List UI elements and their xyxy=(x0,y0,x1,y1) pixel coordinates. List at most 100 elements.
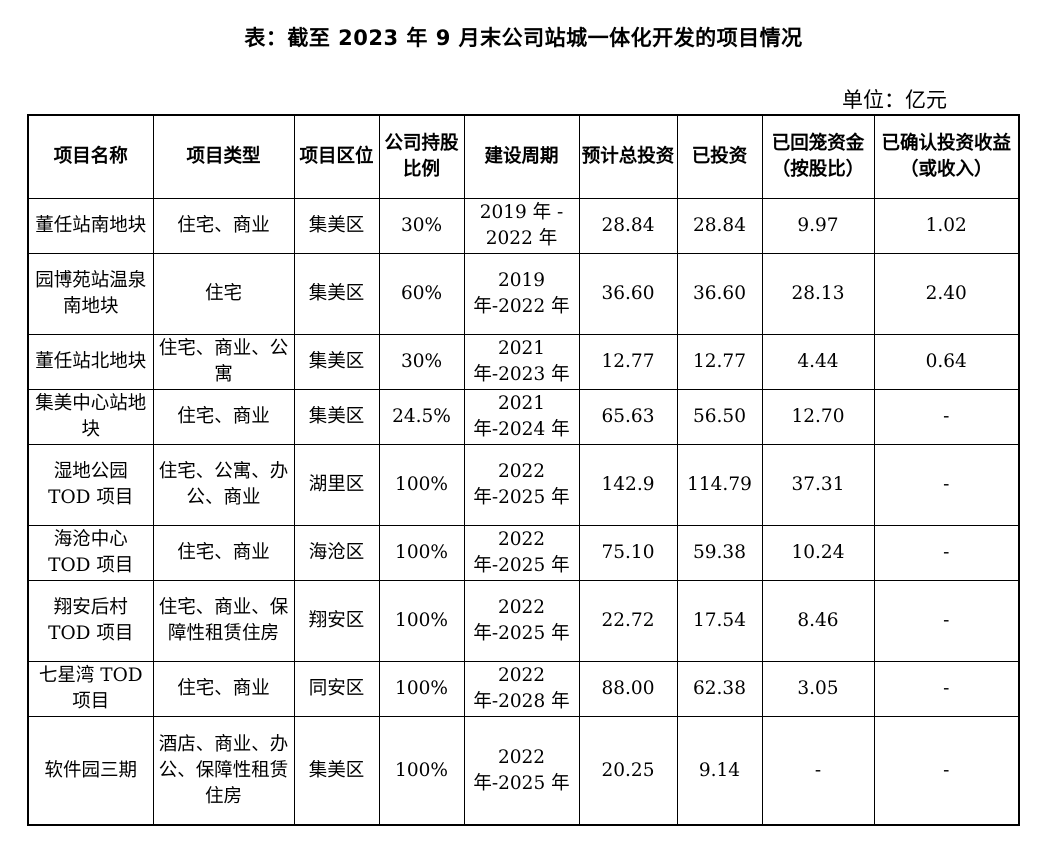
cell-period: 2021 年-2023 年 xyxy=(463,334,580,390)
cell-income: - xyxy=(873,661,1020,717)
table-row: 园博苑站温泉南地块 住宅 集美区 60% 2019 年-2022 年 36.60… xyxy=(27,253,1020,335)
col-header-district: 项目区位 xyxy=(293,114,380,199)
table-row: 翔安后村 TOD 项目 住宅、商业、保障性租赁住房 翔安区 100% 2022 … xyxy=(27,580,1020,662)
cell-invested: 114.79 xyxy=(676,444,763,526)
col-header-type: 项目类型 xyxy=(152,114,295,199)
cell-recovered: 28.13 xyxy=(761,253,875,335)
cell-district: 同安区 xyxy=(293,661,380,717)
cell-type: 住宅、商业 xyxy=(152,198,295,254)
cell-district: 集美区 xyxy=(293,198,380,254)
cell-type: 住宅、商业、公寓 xyxy=(152,334,295,390)
table-row: 软件园三期 酒店、商业、办公、保障性租赁住房 集美区 100% 2022 年-2… xyxy=(27,716,1020,826)
cell-income: 2.40 xyxy=(873,253,1020,335)
cell-name: 董任站南地块 xyxy=(27,198,154,254)
cell-recovered: 37.31 xyxy=(761,444,875,526)
cell-name: 翔安后村 TOD 项目 xyxy=(27,580,154,662)
cell-income: - xyxy=(873,444,1020,526)
cell-income: 1.02 xyxy=(873,198,1020,254)
cell-period: 2022 年-2028 年 xyxy=(463,661,580,717)
cell-total-investment: 22.72 xyxy=(578,580,678,662)
cell-total-investment: 142.9 xyxy=(578,444,678,526)
cell-share: 100% xyxy=(378,661,465,717)
cell-invested: 56.50 xyxy=(676,389,763,445)
project-table: 项目名称 项目类型 项目区位 公司持股比例 建设周期 预计总投资 已投资 已回笼… xyxy=(27,114,1020,826)
cell-share: 100% xyxy=(378,444,465,526)
cell-type: 酒店、商业、办公、保障性租赁住房 xyxy=(152,716,295,826)
cell-total-investment: 65.63 xyxy=(578,389,678,445)
table-row: 集美中心站地块 住宅、商业 集美区 24.5% 2021 年-2024 年 65… xyxy=(27,389,1020,445)
table-row: 湿地公园 TOD 项目 住宅、公寓、办公、商业 湖里区 100% 2022 年-… xyxy=(27,444,1020,526)
col-header-total-investment: 预计总投资 xyxy=(578,114,678,199)
cell-type: 住宅、公寓、办公、商业 xyxy=(152,444,295,526)
cell-invested: 9.14 xyxy=(676,716,763,826)
table-row: 董任站南地块 住宅、商业 集美区 30% 2019 年 - 2022 年 28.… xyxy=(27,198,1020,254)
cell-income: - xyxy=(873,525,1020,581)
cell-invested: 36.60 xyxy=(676,253,763,335)
cell-district: 集美区 xyxy=(293,389,380,445)
col-header-recovered: 已回笼资金（按股比） xyxy=(761,114,875,199)
cell-share: 100% xyxy=(378,525,465,581)
cell-name: 集美中心站地块 xyxy=(27,389,154,445)
table-row: 七星湾 TOD 项目 住宅、商业 同安区 100% 2022 年-2028 年 … xyxy=(27,661,1020,717)
cell-period: 2022 年-2025 年 xyxy=(463,525,580,581)
cell-type: 住宅、商业 xyxy=(152,661,295,717)
cell-share: 100% xyxy=(378,716,465,826)
cell-income: - xyxy=(873,580,1020,662)
table-row: 海沧中心 TOD 项目 住宅、商业 海沧区 100% 2022 年-2025 年… xyxy=(27,525,1020,581)
cell-type: 住宅、商业 xyxy=(152,525,295,581)
col-header-income: 已确认投资收益（或收入） xyxy=(873,114,1020,199)
cell-invested: 59.38 xyxy=(676,525,763,581)
cell-name: 园博苑站温泉南地块 xyxy=(27,253,154,335)
cell-total-investment: 88.00 xyxy=(578,661,678,717)
col-header-invested: 已投资 xyxy=(676,114,763,199)
cell-name: 董任站北地块 xyxy=(27,334,154,390)
cell-total-investment: 36.60 xyxy=(578,253,678,335)
cell-recovered: 3.05 xyxy=(761,661,875,717)
cell-invested: 62.38 xyxy=(676,661,763,717)
col-header-name: 项目名称 xyxy=(27,114,154,199)
cell-recovered: - xyxy=(761,716,875,826)
cell-share: 30% xyxy=(378,334,465,390)
cell-district: 集美区 xyxy=(293,334,380,390)
cell-recovered: 12.70 xyxy=(761,389,875,445)
table-caption: 表：截至 2023 年 9 月末公司站城一体化开发的项目情况 xyxy=(244,26,803,50)
cell-district: 湖里区 xyxy=(293,444,380,526)
cell-type: 住宅、商业、保障性租赁住房 xyxy=(152,580,295,662)
header-row: 项目名称 项目类型 项目区位 公司持股比例 建设周期 预计总投资 已投资 已回笼… xyxy=(27,114,1020,199)
cell-period: 2022 年-2025 年 xyxy=(463,580,580,662)
cell-name: 湿地公园 TOD 项目 xyxy=(27,444,154,526)
cell-share: 100% xyxy=(378,580,465,662)
cell-share: 30% xyxy=(378,198,465,254)
cell-period: 2022 年-2025 年 xyxy=(463,444,580,526)
cell-recovered: 4.44 xyxy=(761,334,875,390)
cell-total-investment: 20.25 xyxy=(578,716,678,826)
cell-share: 24.5% xyxy=(378,389,465,445)
cell-income: - xyxy=(873,389,1020,445)
cell-type: 住宅、商业 xyxy=(152,389,295,445)
table-row: 董任站北地块 住宅、商业、公寓 集美区 30% 2021 年-2023 年 12… xyxy=(27,334,1020,390)
cell-period: 2021 年-2024 年 xyxy=(463,389,580,445)
cell-name: 软件园三期 xyxy=(27,716,154,826)
cell-name: 海沧中心 TOD 项目 xyxy=(27,525,154,581)
cell-recovered: 10.24 xyxy=(761,525,875,581)
cell-total-investment: 12.77 xyxy=(578,334,678,390)
cell-invested: 28.84 xyxy=(676,198,763,254)
cell-recovered: 8.46 xyxy=(761,580,875,662)
cell-period: 2022 年-2025 年 xyxy=(463,716,580,826)
cell-period: 2019 年 - 2022 年 xyxy=(463,198,580,254)
cell-district: 集美区 xyxy=(293,253,380,335)
cell-income: - xyxy=(873,716,1020,826)
cell-district: 海沧区 xyxy=(293,525,380,581)
cell-total-investment: 28.84 xyxy=(578,198,678,254)
cell-district: 集美区 xyxy=(293,716,380,826)
col-header-period: 建设周期 xyxy=(463,114,580,199)
cell-recovered: 9.97 xyxy=(761,198,875,254)
cell-share: 60% xyxy=(378,253,465,335)
cell-income: 0.64 xyxy=(873,334,1020,390)
cell-invested: 12.77 xyxy=(676,334,763,390)
cell-type: 住宅 xyxy=(152,253,295,335)
cell-name: 七星湾 TOD 项目 xyxy=(27,661,154,717)
cell-period: 2019 年-2022 年 xyxy=(463,253,580,335)
col-header-share: 公司持股比例 xyxy=(378,114,465,199)
unit-label: 单位：亿元 xyxy=(842,88,947,112)
